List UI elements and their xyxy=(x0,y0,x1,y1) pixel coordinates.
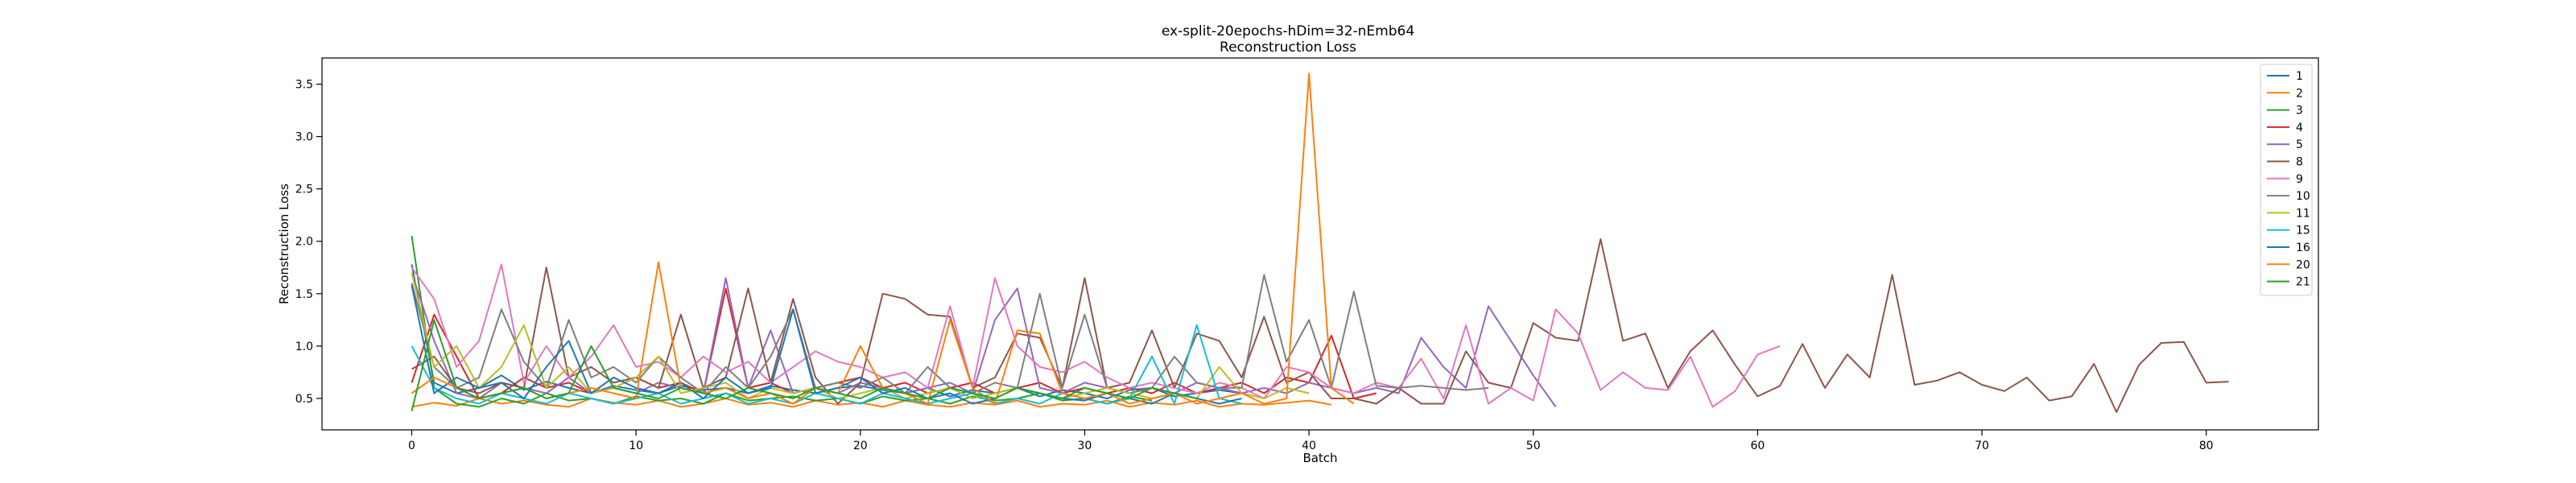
x-tick-label: 50 xyxy=(1526,440,1541,452)
legend-box xyxy=(2260,64,2313,296)
series-line-15 xyxy=(411,324,1242,405)
y-tick-label: 1.0 xyxy=(295,341,313,353)
chart-subtitle: Reconstruction Loss xyxy=(1220,39,1356,56)
y-tick-label: 2.0 xyxy=(295,236,313,249)
legend-label-10: 10 xyxy=(2296,190,2310,203)
legend-label-3: 3 xyxy=(2296,105,2303,118)
series-line-21 xyxy=(411,319,1197,411)
x-tick-label: 60 xyxy=(1750,440,1765,452)
series-line-8 xyxy=(411,238,2229,413)
plot-lines xyxy=(411,72,2229,413)
legend-label-20: 20 xyxy=(2296,258,2310,271)
y-tick-label: 2.5 xyxy=(295,184,313,196)
x-tick-label: 70 xyxy=(1975,440,1989,452)
legend-label-4: 4 xyxy=(2296,122,2303,134)
x-tick-label: 80 xyxy=(2199,440,2214,452)
x-axis-ticks: 0 10 20 30 40 50 60 70 80 xyxy=(408,430,2214,452)
y-axis-ticks: 0.5 1.0 1.5 2.0 2.5 3.0 3.5 xyxy=(295,79,322,406)
legend-label-2: 2 xyxy=(2296,87,2303,100)
x-axis-label: Batch xyxy=(1302,451,1337,465)
y-axis-label: Reconstruction Loss xyxy=(277,184,291,304)
x-tick-label: 10 xyxy=(629,440,643,452)
legend-label-11: 11 xyxy=(2296,207,2310,220)
legend: 1 2 3 4 5 8 9 10 11 15 16 20 21 xyxy=(2260,64,2313,296)
legend-label-21: 21 xyxy=(2296,276,2310,289)
legend-label-1: 1 xyxy=(2296,70,2303,83)
x-tick-label: 40 xyxy=(1302,440,1316,452)
series-line-3 xyxy=(411,236,1153,408)
x-tick-label: 0 xyxy=(408,440,415,452)
series-line-2 xyxy=(411,398,1332,408)
legend-label-5: 5 xyxy=(2296,138,2303,151)
x-tick-label: 20 xyxy=(853,440,868,452)
x-tick-label: 30 xyxy=(1078,440,1092,452)
y-tick-label: 1.5 xyxy=(295,288,313,301)
y-tick-label: 3.5 xyxy=(295,79,313,92)
legend-label-15: 15 xyxy=(2296,225,2310,237)
series-line-9 xyxy=(411,263,1781,408)
legend-label-8: 8 xyxy=(2296,156,2303,169)
chart-title: ex-split-20epochs-hDim=32-nEmb64 xyxy=(1162,23,1414,39)
y-tick-label: 3.0 xyxy=(295,131,313,144)
legend-label-16: 16 xyxy=(2296,242,2310,254)
y-tick-label: 0.5 xyxy=(295,393,313,406)
plot-frame xyxy=(321,57,2319,431)
legend-label-9: 9 xyxy=(2296,173,2303,186)
